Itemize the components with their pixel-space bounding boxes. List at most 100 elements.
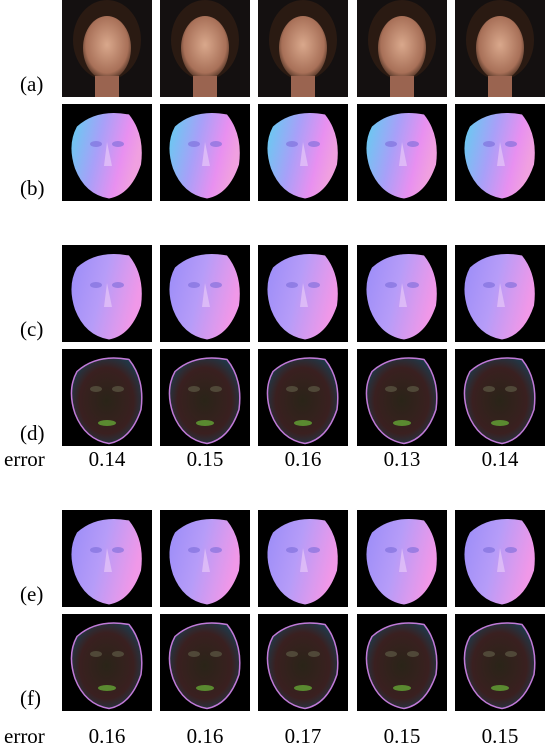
- error-value: 0.15: [384, 724, 421, 748]
- error-value: 0.17: [285, 724, 322, 748]
- eye: [188, 386, 200, 392]
- image-tile: [357, 0, 447, 97]
- eye: [505, 386, 517, 392]
- eye: [483, 651, 495, 657]
- image-tile: [160, 0, 250, 97]
- eye: [210, 547, 222, 553]
- eye: [505, 651, 517, 657]
- image-tile: [357, 349, 447, 446]
- error-value: 0.16: [89, 724, 126, 748]
- eye: [308, 386, 320, 392]
- image-tile: [258, 245, 348, 342]
- image-tile: [62, 104, 152, 201]
- eye: [483, 282, 495, 288]
- eye: [483, 547, 495, 553]
- image-tile: [62, 349, 152, 446]
- mouth: [196, 420, 214, 426]
- panel-label: (e): [20, 582, 43, 606]
- eye: [385, 547, 397, 553]
- image-tile: [160, 104, 250, 201]
- eye: [308, 547, 320, 553]
- mouth: [491, 420, 509, 426]
- face: [378, 16, 426, 80]
- panel-label: (a): [20, 72, 43, 96]
- image-tile: [258, 510, 348, 607]
- panel-label: (b): [20, 176, 45, 200]
- error-value: 0.16: [187, 724, 224, 748]
- image-tile: [62, 0, 152, 97]
- mouth: [196, 685, 214, 691]
- neck: [488, 76, 512, 97]
- eye: [210, 651, 222, 657]
- image-tile: [455, 245, 545, 342]
- error-value: 0.15: [482, 724, 519, 748]
- eye: [385, 651, 397, 657]
- image-tile: [455, 0, 545, 97]
- panel-label: (c): [20, 317, 43, 341]
- mouth: [393, 685, 411, 691]
- eye: [286, 547, 298, 553]
- error-value: 0.15: [187, 447, 224, 471]
- eye: [407, 547, 419, 553]
- panel-label: (f): [20, 686, 41, 710]
- face: [279, 16, 327, 80]
- eye: [90, 282, 102, 288]
- mouth: [294, 685, 312, 691]
- face: [83, 16, 131, 80]
- eye: [483, 386, 495, 392]
- image-tile: [357, 245, 447, 342]
- image-tile: [258, 104, 348, 201]
- eye: [90, 141, 102, 147]
- mouth: [393, 420, 411, 426]
- image-tile: [455, 510, 545, 607]
- face: [476, 16, 524, 80]
- eye: [210, 141, 222, 147]
- mouth: [98, 685, 116, 691]
- image-tile: [357, 614, 447, 711]
- image-tile: [258, 614, 348, 711]
- eye: [188, 547, 200, 553]
- eye: [308, 141, 320, 147]
- eye: [505, 547, 517, 553]
- image-tile: [357, 104, 447, 201]
- image-tile: [258, 349, 348, 446]
- image-tile: [160, 245, 250, 342]
- neck: [390, 76, 414, 97]
- image-tile: [455, 349, 545, 446]
- eye: [90, 547, 102, 553]
- neck: [95, 76, 119, 97]
- image-tile: [160, 510, 250, 607]
- face: [181, 16, 229, 80]
- eye: [308, 651, 320, 657]
- eye: [210, 386, 222, 392]
- image-tile: [357, 510, 447, 607]
- error-value: 0.13: [384, 447, 421, 471]
- neck: [193, 76, 217, 97]
- error-value: 0.16: [285, 447, 322, 471]
- error-value: 0.14: [89, 447, 126, 471]
- image-tile: [455, 104, 545, 201]
- neck: [291, 76, 315, 97]
- eye: [385, 386, 397, 392]
- mouth: [98, 420, 116, 426]
- error-label: error: [4, 724, 45, 748]
- eye: [407, 651, 419, 657]
- eye: [286, 141, 298, 147]
- eye: [308, 282, 320, 288]
- mouth: [294, 420, 312, 426]
- eye: [286, 386, 298, 392]
- eye: [505, 141, 517, 147]
- eye: [112, 547, 124, 553]
- error-label: error: [4, 447, 45, 471]
- eye: [286, 651, 298, 657]
- eye: [90, 386, 102, 392]
- eye: [90, 651, 102, 657]
- image-tile: [258, 0, 348, 97]
- eye: [385, 141, 397, 147]
- eye: [407, 141, 419, 147]
- eye: [210, 282, 222, 288]
- image-tile: [62, 245, 152, 342]
- eye: [188, 141, 200, 147]
- mouth: [491, 685, 509, 691]
